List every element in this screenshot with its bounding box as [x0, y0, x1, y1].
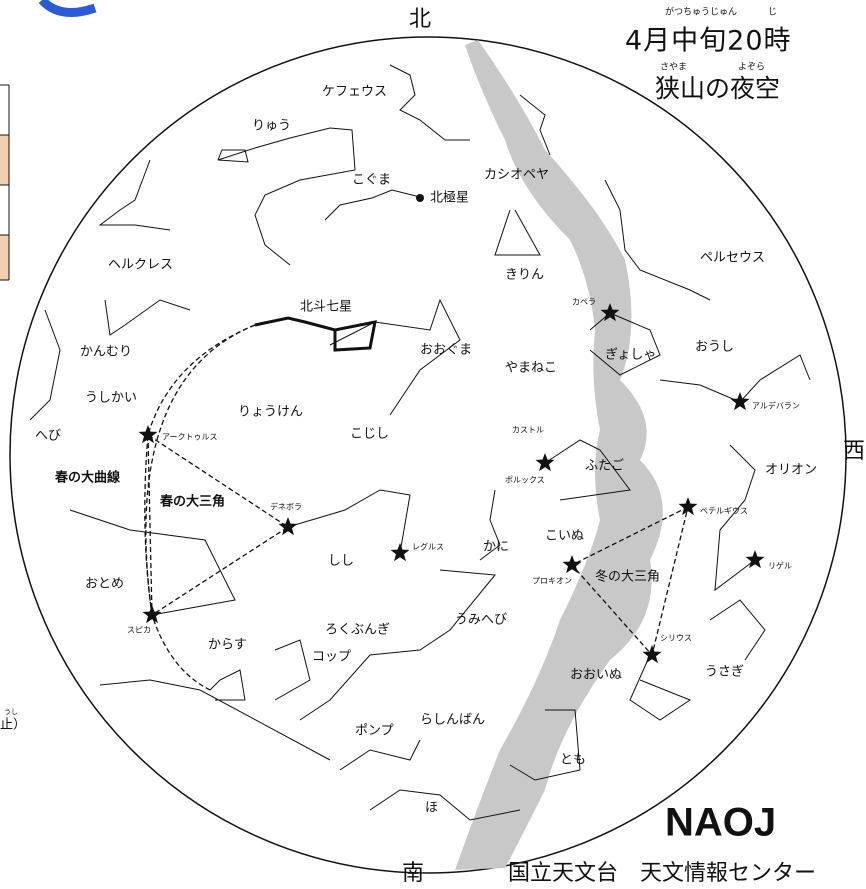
- constellation-label: うみへび: [455, 613, 507, 628]
- constellation-label: ぎょしゃ: [605, 348, 656, 363]
- sky-circle: [10, 37, 846, 873]
- constellation-label: カシオペヤ: [484, 168, 549, 183]
- constellation-label: ほ: [425, 801, 438, 816]
- constellation-label: ポンプ: [355, 724, 394, 739]
- title-decoration: [42, 0, 95, 13]
- constellation-label: りゅう: [252, 119, 291, 134]
- direction-south: 南: [402, 861, 424, 886]
- constellation-label: 春の大三角: [159, 494, 225, 510]
- constellation-label: ヘルクレス: [108, 258, 173, 273]
- constellation-label: やまねこ: [505, 361, 557, 376]
- constellation-label: おうし: [695, 340, 734, 355]
- constellation-label: へび: [35, 429, 61, 444]
- star-label: カストル: [512, 426, 544, 435]
- star-label: アルデバラン: [752, 401, 800, 411]
- credit: 国立天文台 天文情報センター: [508, 861, 816, 886]
- title-block: がつちゅうじゅん じ 4月中旬20時 さやま よぞら 狭山の夜空: [625, 6, 792, 104]
- star-label: アークトゥルス: [162, 433, 218, 442]
- constellation-label: しし: [328, 554, 354, 569]
- constellation-label: らしんばん: [420, 713, 485, 728]
- polaris-dot: [416, 194, 424, 202]
- constellation-label: こいぬ: [545, 529, 584, 544]
- constellation-label: うさぎ: [705, 665, 744, 680]
- direction-west: 西: [843, 439, 865, 464]
- constellation-label: 北斗七星: [300, 300, 352, 315]
- constellation-label: かに: [483, 540, 509, 555]
- side-note: 止）: [0, 718, 26, 733]
- star-label: スピカ: [127, 626, 151, 635]
- constellation-label: からす: [208, 638, 247, 653]
- constellation-label: とも: [560, 753, 586, 768]
- constellation-label: ふたご: [585, 458, 624, 474]
- direction-north: 北: [409, 7, 431, 32]
- constellation-label: ペルセウス: [700, 251, 765, 266]
- table-fragment: [0, 85, 9, 280]
- constellation-label: ろくぶんぎ: [325, 623, 390, 638]
- constellation-label: ケフェウス: [322, 85, 387, 100]
- star-label: リゲル: [768, 561, 792, 571]
- constellation-label: うしかい: [85, 391, 137, 406]
- star-label: ポルックス: [505, 476, 545, 485]
- constellation-label: おおいぬ: [570, 668, 622, 683]
- star-label: ペテルギウス: [700, 507, 748, 516]
- logo: NAOJ: [665, 801, 776, 845]
- constellation-label: こぐま: [352, 173, 391, 188]
- side-note-ruby: うし: [4, 708, 18, 716]
- constellation-label: りょうけん: [238, 405, 303, 420]
- constellation-label: オリオン: [765, 463, 817, 478]
- constellation-label: 冬の大三角: [595, 569, 660, 585]
- constellation-label: コップ: [312, 650, 351, 665]
- title: 4月中旬20時: [625, 26, 792, 57]
- subtitle-ruby: よぞら: [738, 62, 765, 73]
- title-ruby: がつちゅうじゅん: [665, 6, 737, 18]
- star-label: シリウス: [660, 634, 692, 643]
- constellation-label: 春の大曲線: [54, 470, 121, 486]
- constellation-label: 北極星: [430, 190, 469, 206]
- subtitle-ruby: さやま: [660, 62, 687, 73]
- star-chart: がつちゅうじゅん じ 4月中旬20時 さやま よぞら 狭山の夜空 北 南 西 う…: [0, 0, 866, 889]
- subtitle: 狭山の夜空: [655, 74, 780, 103]
- star-label: カペラ: [572, 298, 596, 307]
- constellation-label: おとめ: [85, 577, 124, 592]
- constellation-label: きりん: [505, 268, 544, 283]
- constellation-label: かんむり: [80, 345, 132, 360]
- star-label: プロキオン: [532, 577, 572, 586]
- constellation-label: こじし: [350, 427, 389, 442]
- star-label: レグルス: [412, 542, 444, 552]
- constellation-label: おおぐま: [420, 343, 472, 358]
- title-ruby: じ: [768, 7, 777, 18]
- star-label: デネボラ: [270, 502, 302, 512]
